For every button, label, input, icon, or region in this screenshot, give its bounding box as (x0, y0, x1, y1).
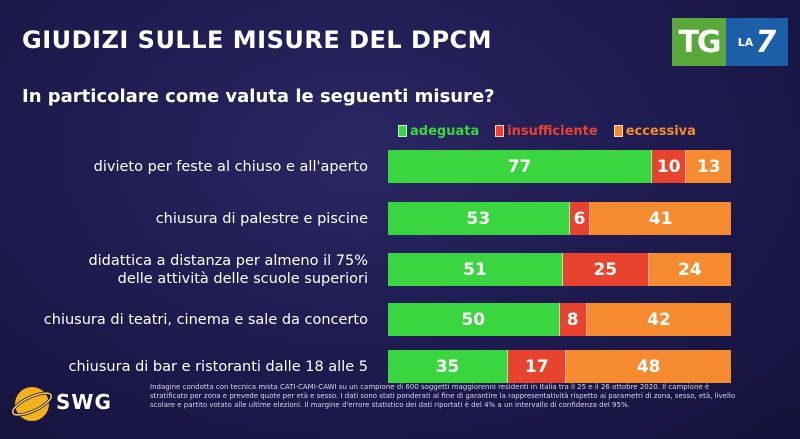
bar-segment-insufficiente: 6 (569, 202, 591, 235)
tg-logo-text: TG (672, 18, 726, 66)
swg-logo-text: SWG (56, 390, 112, 414)
bar-segment-adeguata: 51 (388, 253, 563, 286)
legend-swatch-adeguata (398, 125, 407, 137)
methodology-note: Indagine condotta con tecnica mista CATI… (150, 383, 736, 409)
legend-label-insufficiente: insufficiente (507, 123, 598, 139)
legend-item-eccessiva: eccessiva (613, 123, 696, 139)
bar-segment-eccessiva: 42 (586, 303, 731, 336)
bar-segment-adeguata: 35 (388, 350, 509, 383)
tg-la7-logo: TG LA 7 (672, 18, 788, 66)
bar-value-label: 17 (524, 356, 549, 377)
la7-logo-box: LA 7 (726, 18, 788, 66)
bar-value-label: 8 (566, 309, 579, 330)
legend-swatch-eccessiva (613, 125, 623, 137)
bar-value-label: 50 (461, 309, 486, 330)
seven-logo-text: 7 (755, 24, 777, 60)
chart-legend: adeguata insufficiente eccessiva (398, 123, 696, 139)
bar-value-label: 10 (656, 156, 681, 177)
category-label: divieto per feste al chiuso e all'aperto (18, 158, 368, 176)
bar-segment-adeguata: 50 (388, 303, 560, 336)
bar-segment-adeguata: 53 (388, 202, 570, 235)
category-label: didattica a distanza per almeno il 75% de… (18, 252, 368, 288)
legend-item-adeguata: adeguata (398, 123, 479, 139)
category-label: chiusura di bar e ristoranti dalle 18 al… (18, 358, 368, 376)
category-label: chiusura di palestre e piscine (18, 210, 368, 228)
bar-segment-eccessiva: 13 (686, 150, 731, 183)
bar-value-label: 41 (648, 208, 673, 229)
bar-value-label: 35 (435, 356, 460, 377)
category-label-line: chiusura di palestre e piscine (155, 210, 368, 227)
bar-value-label: 42 (647, 309, 671, 330)
chart-title: GIUDIZI SULLE MISURE DEL DPCM (22, 26, 493, 54)
bar-segment-insufficiente: 8 (559, 303, 587, 336)
swg-globe-icon (11, 387, 53, 421)
bar-segment-eccessiva: 48 (566, 350, 731, 383)
bar-segment-insufficiente: 25 (562, 253, 649, 286)
bar-segment-eccessiva: 41 (590, 202, 731, 235)
bar-value-label: 51 (463, 259, 487, 280)
bar-value-label: 25 (593, 259, 618, 280)
bar-value-label: 53 (466, 208, 491, 229)
category-label-line: chiusura di teatri, cinema e sale da con… (43, 311, 368, 328)
bar-value-label: 6 (573, 208, 586, 229)
bar-segment-insufficiente: 17 (508, 350, 567, 383)
category-label: chiusura di teatri, cinema e sale da con… (18, 311, 368, 329)
bar-value-label: 48 (636, 356, 661, 377)
category-label-line: chiusura di bar e ristoranti dalle 18 al… (68, 358, 368, 375)
chart-subtitle: In particolare come valuta le seguenti m… (22, 86, 495, 107)
bar-segment-eccessiva: 24 (648, 253, 731, 286)
legend-label-eccessiva: eccessiva (625, 123, 696, 139)
category-label-line: delle attività delle scuole superiori (117, 270, 368, 287)
bar-value-label: 77 (507, 156, 532, 177)
swg-logo: SWG (10, 378, 150, 428)
bar-segment-insufficiente: 10 (652, 150, 687, 183)
la-logo-text: LA (737, 35, 754, 49)
category-label-line: divieto per feste al chiuso e all'aperto (93, 158, 368, 175)
bar-segment-adeguata: 77 (388, 150, 653, 183)
bar-value-label: 13 (696, 156, 721, 177)
legend-swatch-insufficiente (495, 125, 505, 137)
category-label-line: didattica a distanza per almeno il 75% (88, 252, 368, 269)
legend-label-adeguata: adeguata (410, 123, 480, 139)
bar-value-label: 24 (677, 259, 702, 280)
legend-item-insufficiente: insufficiente (495, 123, 598, 139)
